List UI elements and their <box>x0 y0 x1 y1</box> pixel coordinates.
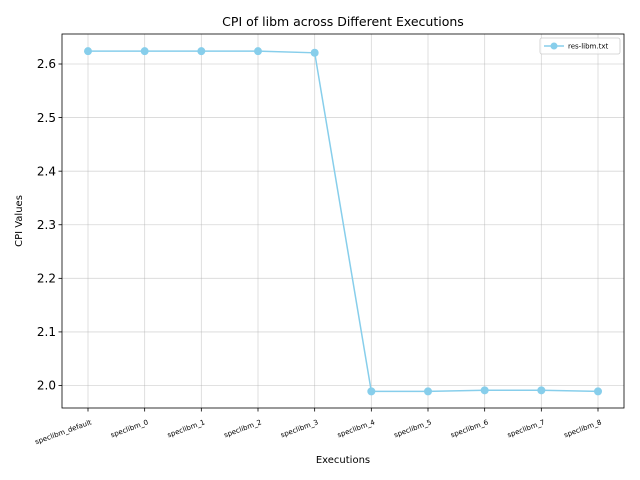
y-tick-label: 2.5 <box>37 111 56 125</box>
x-tick-label: speclibm_5 <box>393 418 433 439</box>
data-point <box>197 47 206 56</box>
legend: res-libm.txt <box>539 37 621 55</box>
y-tick-label: 2.4 <box>37 164 56 178</box>
x-tick-label: speclibm_3 <box>280 418 320 439</box>
plot-frame <box>61 33 625 409</box>
grid <box>62 34 624 408</box>
y-axis: 2.0 2.1 2.2 2.3 2.4 2.5 2.6 <box>37 57 62 393</box>
x-tick-label: speclibm_1 <box>166 418 206 439</box>
x-tick-label: speclibm_6 <box>450 418 490 439</box>
chart-title: CPI of libm across Different Executions <box>222 14 464 29</box>
data-point <box>254 47 262 56</box>
y-axis-label: CPI Values <box>14 195 25 247</box>
y-tick-label: 2.2 <box>37 272 56 286</box>
data-point <box>310 48 319 57</box>
series-line <box>88 50 599 393</box>
data-point <box>594 387 602 396</box>
x-axis: speclibm_default speclibm_0 speclibm_1 spec… <box>34 408 603 446</box>
y-tick-label: 2.3 <box>37 218 56 232</box>
legend-label: res-libm.txt <box>568 43 608 51</box>
legend-box <box>539 37 621 55</box>
x-axis-label: Executions <box>316 455 370 466</box>
x-tick-label: speclibm_7 <box>506 418 546 439</box>
data-point <box>367 387 376 396</box>
x-tick-label: speclibm_8 <box>563 418 603 439</box>
data-point <box>84 47 92 56</box>
y-tick-label: 2.6 <box>37 57 56 71</box>
data-point <box>140 47 149 56</box>
x-tick-label: speclibm_4 <box>336 418 376 439</box>
y-tick-label: 2.1 <box>37 325 56 339</box>
data-point <box>424 387 432 396</box>
x-tick-label: speclibm_2 <box>223 418 263 439</box>
series-layer <box>84 47 602 396</box>
x-tick-label: speclibm_default <box>34 418 93 446</box>
data-point <box>537 386 546 395</box>
x-tick-label: speclibm_0 <box>110 418 150 439</box>
data-point <box>480 386 489 395</box>
legend-marker <box>550 42 558 50</box>
y-tick-label: 2.0 <box>37 379 56 393</box>
